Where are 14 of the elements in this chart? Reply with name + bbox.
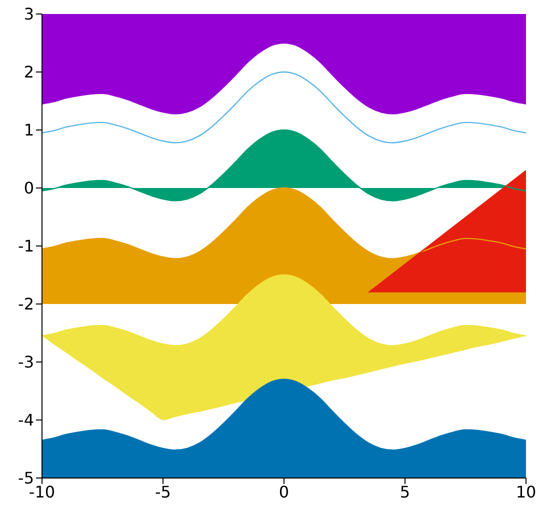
y-tick-label: 0 [24, 178, 34, 198]
line-series [42, 71, 526, 144]
y-tick-label: -2 [18, 294, 34, 314]
x-tick-label: 0 [278, 482, 290, 502]
y-tick-label: -3 [18, 352, 34, 372]
y-tick-label: -4 [18, 410, 34, 430]
x-tick-label: 10 [516, 482, 536, 502]
y-tick-label: 3 [24, 4, 34, 24]
y-tick-label: -5 [18, 468, 34, 488]
y-tick-label: 2 [24, 62, 34, 82]
x-tick-label: -5 [155, 482, 171, 502]
x-tick-label: 5 [400, 482, 410, 502]
y-tick-label: 1 [24, 120, 34, 140]
y-tick-label: -1 [18, 236, 34, 256]
